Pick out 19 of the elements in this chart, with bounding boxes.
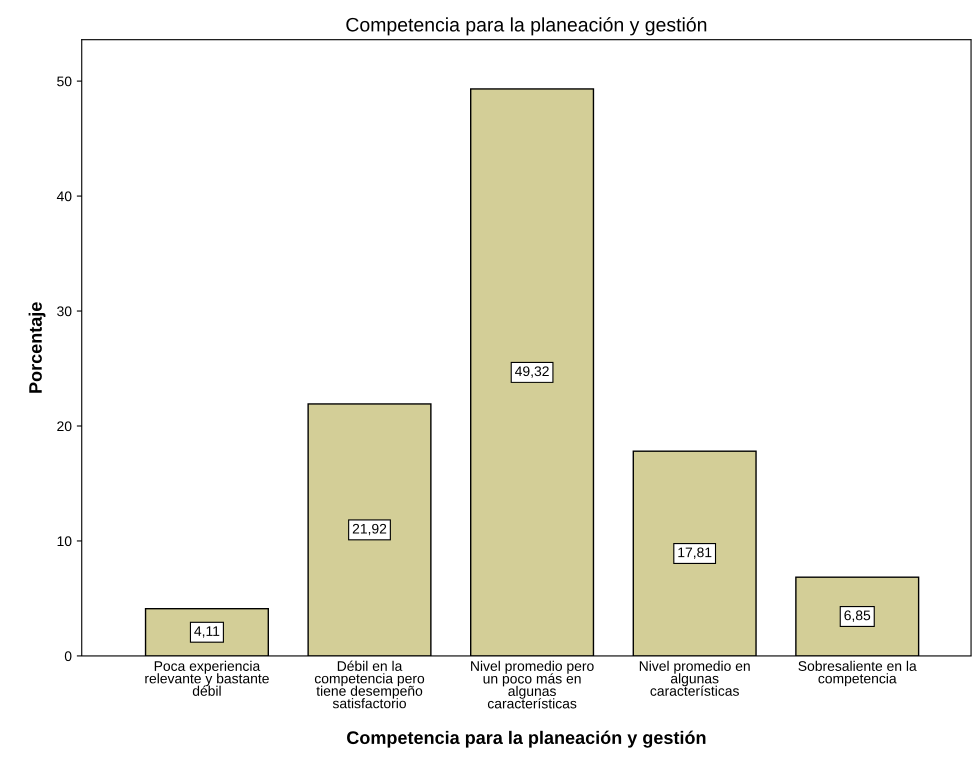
data-label: 21,92 (352, 524, 386, 536)
data-label: 49,32 (515, 366, 549, 378)
x-tick-label: Poca experiencia relevante y bastante débil (145, 660, 269, 696)
x-tick-label: Nivel promedio en algunas características (640, 660, 750, 696)
y-tick-label: 0 (64, 651, 72, 662)
x-tick-label: Débil en la competencia pero tiene desempeño satisfactorio (314, 660, 424, 708)
y-tick-label: 50 (57, 76, 72, 86)
data-label: 4,11 (194, 626, 220, 638)
x-axis-title: Competencia para la planeación y gestión (347, 730, 706, 748)
y-tick-label: 40 (56, 191, 72, 202)
x-tick-label: Sobresaliente en la competencia (798, 660, 917, 686)
y-tick-label: 30 (57, 306, 72, 316)
y-tick-label: 10 (58, 536, 72, 546)
y-tick-label: 20 (57, 421, 72, 432)
data-label: 6,85 (844, 610, 870, 622)
y-axis-title: Porcentaje (28, 302, 46, 393)
data-label: 17,81 (678, 547, 712, 559)
x-tick-label: Nivel promedio pero un poco más en algunas características (471, 660, 594, 708)
chart-title: Competencia para la planeación y gestión (346, 17, 706, 36)
